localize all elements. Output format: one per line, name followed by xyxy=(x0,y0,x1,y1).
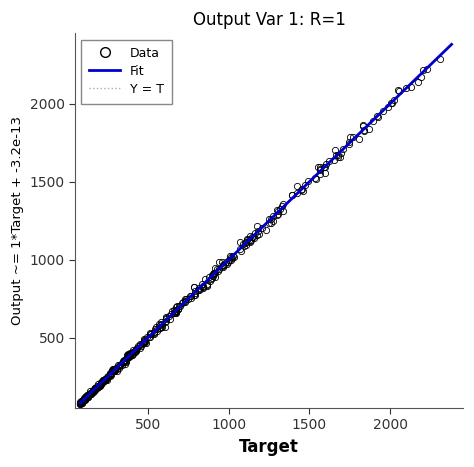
X-axis label: Target: Target xyxy=(239,438,299,456)
Y-axis label: Output ~= 1*Target + -3.2e-13: Output ~= 1*Target + -3.2e-13 xyxy=(11,116,24,325)
Title: Output Var 1: R=1: Output Var 1: R=1 xyxy=(192,11,346,29)
Legend: Data, Fit, Y = T: Data, Fit, Y = T xyxy=(82,40,172,104)
